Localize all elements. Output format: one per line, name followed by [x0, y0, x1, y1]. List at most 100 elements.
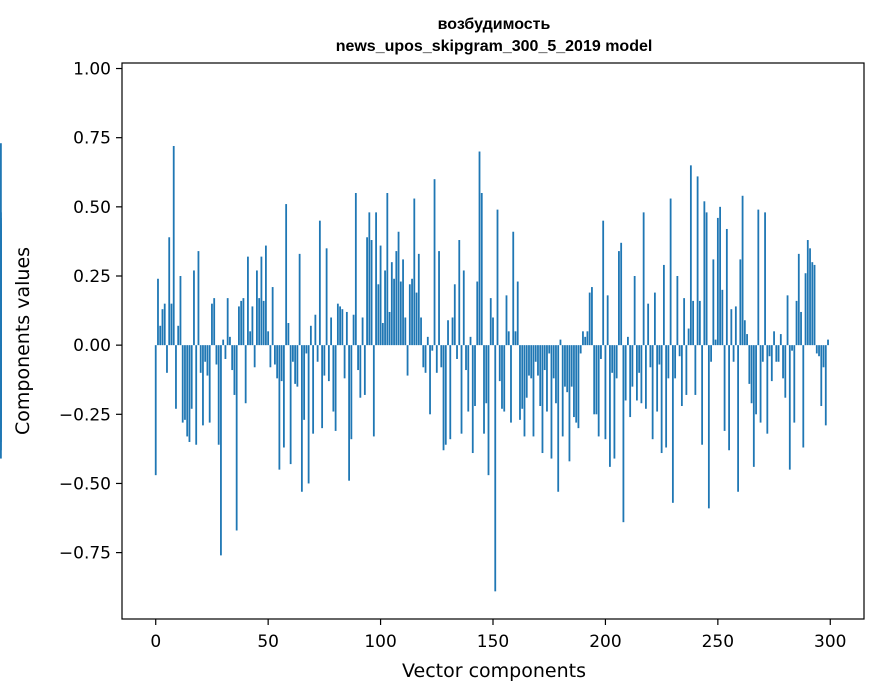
- bar: [692, 300, 695, 346]
- bar: [676, 276, 679, 346]
- bar: [811, 262, 814, 346]
- bar: [588, 292, 591, 346]
- bar: [669, 198, 672, 346]
- bar: [229, 336, 231, 346]
- bar: [503, 345, 506, 412]
- bar: [734, 306, 737, 346]
- bar: [256, 270, 258, 346]
- bar: [294, 345, 297, 384]
- bar: [249, 331, 252, 346]
- bar: [528, 345, 530, 376]
- bar: [534, 345, 537, 362]
- bar: [184, 345, 186, 420]
- bar: [665, 345, 668, 448]
- x-axis-ticks: 0 50 100 150 200 250 300: [150, 619, 846, 652]
- bar: [818, 345, 820, 357]
- chart-subtitle: news_upos_skipgram_300_5_2019 model: [336, 38, 653, 55]
- bar: [395, 251, 398, 346]
- bar: [680, 345, 683, 407]
- bar: [476, 281, 479, 346]
- bar: [552, 345, 555, 379]
- bar: [199, 345, 202, 373]
- bar: [707, 345, 710, 509]
- bar: [575, 345, 578, 423]
- bar: [730, 309, 733, 346]
- bar: [220, 345, 222, 556]
- bar: [195, 345, 198, 445]
- bar: [417, 253, 420, 346]
- bar: [179, 276, 182, 346]
- bar: [307, 345, 310, 484]
- bar: [280, 345, 283, 382]
- bar: [766, 345, 769, 434]
- bar: [451, 317, 454, 346]
- bar: [629, 345, 632, 418]
- bar: [579, 345, 582, 354]
- bar: [489, 298, 492, 346]
- bar: [618, 251, 620, 346]
- bar: [737, 345, 739, 492]
- bar: [168, 237, 171, 346]
- bar: [611, 345, 614, 373]
- bar: [606, 295, 609, 346]
- bar: [541, 345, 544, 454]
- bar: [501, 345, 503, 409]
- bar: [271, 287, 274, 346]
- bar: [172, 145, 175, 346]
- bar: [161, 309, 164, 346]
- bar: [759, 345, 762, 423]
- bar: [698, 300, 701, 346]
- bar: [525, 345, 528, 398]
- bar: [573, 345, 575, 418]
- bar: [656, 345, 659, 412]
- bar: [775, 345, 778, 362]
- bar: [359, 345, 362, 398]
- bar: [372, 345, 375, 437]
- bar: [703, 201, 706, 346]
- bar: [705, 212, 708, 346]
- bar: [343, 345, 346, 379]
- y-tick-label: −0.50: [59, 474, 111, 494]
- bar: [431, 345, 434, 351]
- y-tick-label: 0.25: [73, 267, 111, 287]
- x-tick-label: 100: [364, 632, 396, 652]
- bar: [791, 345, 793, 351]
- x-tick-label: 300: [814, 632, 846, 652]
- bar: [390, 262, 393, 346]
- bar: [483, 345, 485, 434]
- bar: [741, 195, 744, 346]
- bar: [689, 165, 692, 346]
- bar: [539, 345, 542, 407]
- bar: [217, 345, 220, 445]
- bar: [804, 273, 807, 346]
- bar: [190, 345, 193, 409]
- bar: [440, 345, 443, 368]
- bar: [597, 345, 600, 437]
- bar: [274, 345, 276, 365]
- bar: [424, 345, 427, 373]
- bar: [582, 331, 584, 346]
- bar: [510, 345, 512, 423]
- y-tick-label: 0.00: [73, 336, 111, 356]
- bar: [238, 306, 240, 346]
- bar: [674, 345, 677, 379]
- bar: [568, 345, 571, 462]
- bar: [438, 251, 440, 346]
- bar: [408, 284, 411, 346]
- bar: [433, 179, 436, 346]
- bar: [154, 345, 157, 476]
- bar: [667, 345, 670, 379]
- bar: [505, 295, 508, 346]
- bar: [570, 345, 573, 387]
- bar: [627, 336, 629, 346]
- bar: [773, 331, 775, 346]
- bar: [532, 345, 535, 437]
- bar: [309, 325, 312, 346]
- bar: [321, 345, 324, 429]
- bar: [287, 323, 290, 346]
- bar: [224, 345, 227, 359]
- bar: [795, 300, 798, 346]
- bar: [800, 311, 802, 346]
- bar: [471, 345, 474, 454]
- bar: [498, 345, 501, 382]
